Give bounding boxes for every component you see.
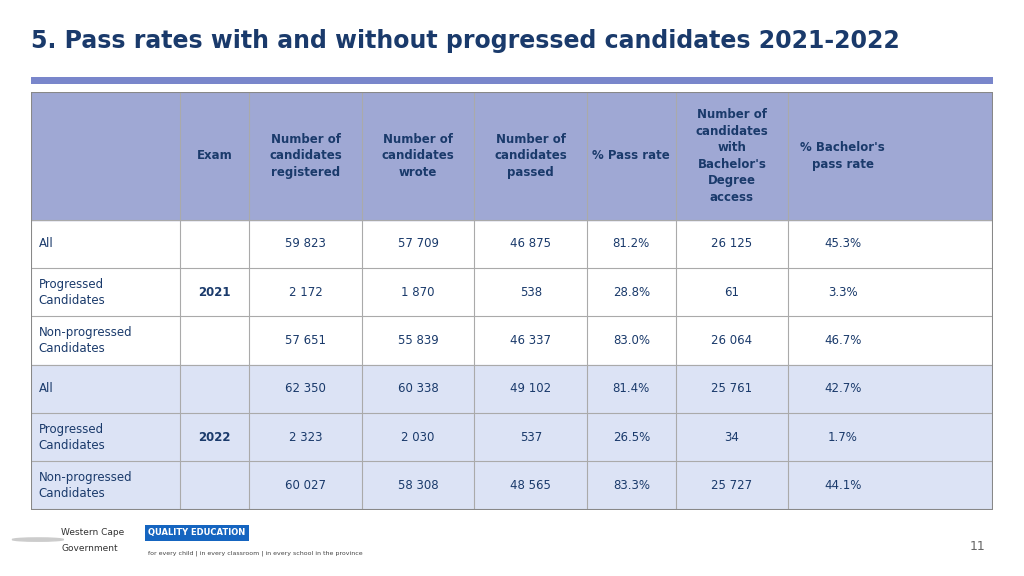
Bar bbox=[31, 219, 993, 268]
Text: Exam: Exam bbox=[197, 149, 232, 162]
Text: % Bachelor's
pass rate: % Bachelor's pass rate bbox=[801, 141, 885, 170]
Text: 58 308: 58 308 bbox=[398, 479, 438, 492]
Text: for every child | in every classroom | in every school in the province: for every child | in every classroom | i… bbox=[148, 550, 364, 556]
Text: 57 651: 57 651 bbox=[285, 334, 326, 347]
Text: 42.7%: 42.7% bbox=[824, 382, 861, 395]
Text: 25 727: 25 727 bbox=[712, 479, 753, 492]
Text: 34: 34 bbox=[725, 431, 739, 444]
Text: Non-progressed
Candidates: Non-progressed Candidates bbox=[39, 471, 132, 500]
Text: 5. Pass rates with and without progressed candidates 2021-2022: 5. Pass rates with and without progresse… bbox=[31, 29, 899, 52]
Text: 46.7%: 46.7% bbox=[824, 334, 861, 347]
Text: 61: 61 bbox=[724, 286, 739, 298]
Text: 46 337: 46 337 bbox=[510, 334, 551, 347]
Text: 60 338: 60 338 bbox=[397, 382, 438, 395]
Text: Government: Government bbox=[61, 544, 118, 553]
Text: 26.5%: 26.5% bbox=[612, 431, 650, 444]
Bar bbox=[31, 316, 993, 365]
Text: 83.0%: 83.0% bbox=[612, 334, 650, 347]
Text: All: All bbox=[39, 382, 53, 395]
Text: 2 030: 2 030 bbox=[401, 431, 435, 444]
Text: 2 323: 2 323 bbox=[289, 431, 323, 444]
Text: 2022: 2022 bbox=[199, 431, 230, 444]
Bar bbox=[31, 268, 993, 316]
Text: 59 823: 59 823 bbox=[285, 237, 326, 250]
Text: Number of
candidates
with
Bachelor's
Degree
access: Number of candidates with Bachelor's Deg… bbox=[695, 108, 768, 203]
Text: Number of
candidates
wrote: Number of candidates wrote bbox=[382, 133, 455, 179]
Text: 1 870: 1 870 bbox=[401, 286, 435, 298]
Text: 81.4%: 81.4% bbox=[612, 382, 650, 395]
Text: All: All bbox=[39, 237, 53, 250]
Text: Number of
candidates
registered: Number of candidates registered bbox=[269, 133, 342, 179]
Text: 26 125: 26 125 bbox=[712, 237, 753, 250]
Text: 57 709: 57 709 bbox=[397, 237, 438, 250]
Text: 48 565: 48 565 bbox=[510, 479, 551, 492]
Text: 55 839: 55 839 bbox=[397, 334, 438, 347]
Text: 49 102: 49 102 bbox=[510, 382, 551, 395]
Text: Progressed
Candidates: Progressed Candidates bbox=[39, 278, 105, 306]
Text: 26 064: 26 064 bbox=[712, 334, 753, 347]
Text: 60 027: 60 027 bbox=[285, 479, 326, 492]
Text: Number of
candidates
passed: Number of candidates passed bbox=[495, 133, 567, 179]
Bar bbox=[31, 461, 993, 510]
Text: Non-progressed
Candidates: Non-progressed Candidates bbox=[39, 326, 132, 355]
Text: 2021: 2021 bbox=[199, 286, 230, 298]
Text: 538: 538 bbox=[520, 286, 542, 298]
Bar bbox=[31, 365, 993, 413]
Bar bbox=[31, 413, 993, 461]
Text: 83.3%: 83.3% bbox=[612, 479, 650, 492]
Text: Western Cape: Western Cape bbox=[61, 528, 125, 537]
Text: % Pass rate: % Pass rate bbox=[593, 149, 671, 162]
Text: 1.7%: 1.7% bbox=[827, 431, 857, 444]
Text: 537: 537 bbox=[519, 431, 542, 444]
Text: 44.1%: 44.1% bbox=[824, 479, 861, 492]
Text: QUALITY EDUCATION: QUALITY EDUCATION bbox=[148, 528, 246, 537]
Text: 45.3%: 45.3% bbox=[824, 237, 861, 250]
Bar bbox=[31, 92, 993, 219]
Text: 28.8%: 28.8% bbox=[612, 286, 650, 298]
Text: 25 761: 25 761 bbox=[712, 382, 753, 395]
Circle shape bbox=[12, 538, 63, 541]
Text: 3.3%: 3.3% bbox=[827, 286, 857, 298]
Text: 2 172: 2 172 bbox=[289, 286, 323, 298]
Text: Progressed
Candidates: Progressed Candidates bbox=[39, 423, 105, 452]
Text: 46 875: 46 875 bbox=[510, 237, 551, 250]
Text: 62 350: 62 350 bbox=[285, 382, 326, 395]
Text: 81.2%: 81.2% bbox=[612, 237, 650, 250]
Text: 11: 11 bbox=[970, 540, 986, 553]
